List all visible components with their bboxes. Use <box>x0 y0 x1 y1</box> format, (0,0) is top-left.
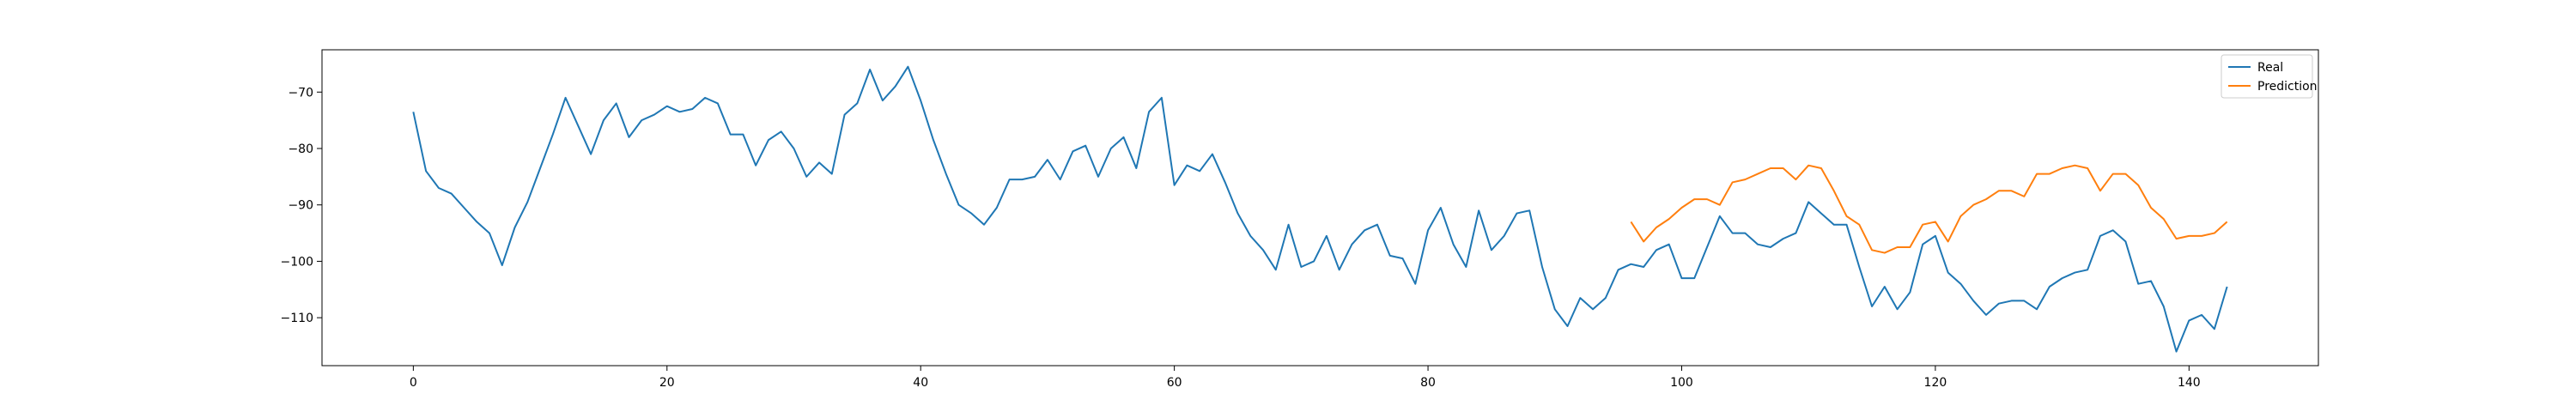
x-tick-label: 100 <box>1670 376 1693 390</box>
x-tick-label: 60 <box>1167 376 1182 390</box>
y-tick-label: −90 <box>288 199 313 213</box>
y-tick-label: −70 <box>288 86 313 100</box>
x-tick-label: 80 <box>1420 376 1436 390</box>
x-axis: 0 20 40 60 80 100 120 140 <box>410 366 2201 390</box>
y-axis: −70 −80 −90 −100 −110 <box>281 86 322 325</box>
plot-frame <box>321 49 2319 367</box>
y-tick-label: −110 <box>281 312 313 325</box>
legend-label-real: Real <box>2257 61 2283 75</box>
x-tick-label: 0 <box>410 376 417 390</box>
x-tick-label: 40 <box>913 376 928 390</box>
legend-label-prediction: Prediction <box>2257 80 2318 94</box>
series-line-prediction <box>1630 164 2228 254</box>
legend-box <box>2221 54 2313 99</box>
y-tick-label: −100 <box>281 255 313 269</box>
y-tick-label: −80 <box>288 142 313 156</box>
series-line-real <box>412 65 2228 353</box>
x-tick-label: 20 <box>659 376 675 390</box>
legend: Real Prediction <box>2221 54 2318 99</box>
x-tick-label: 140 <box>2178 376 2201 390</box>
series-layer <box>412 65 2228 353</box>
x-tick-label: 120 <box>1924 376 1947 390</box>
plot-area <box>322 50 2318 366</box>
